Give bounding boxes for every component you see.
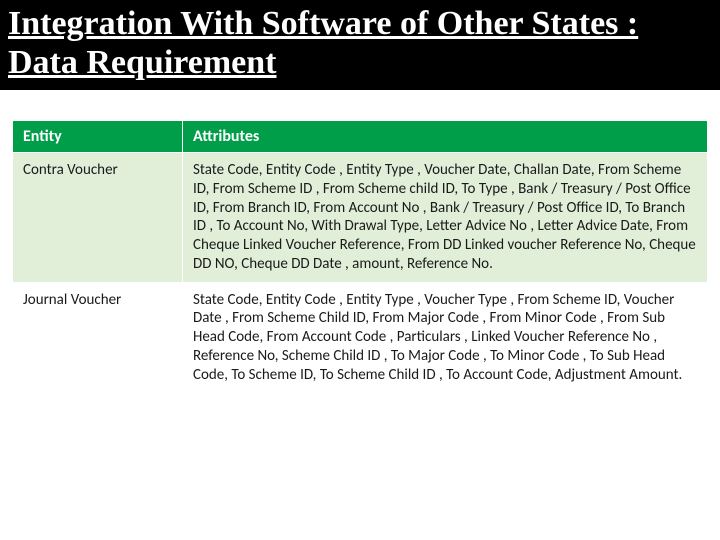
- table-row: Journal Voucher State Code, Entity Code …: [13, 282, 708, 393]
- cell-entity: Contra Voucher: [13, 153, 183, 283]
- column-header-attributes: Attributes: [183, 121, 708, 153]
- table-header-row: Entity Attributes: [13, 121, 708, 153]
- page-title: Integration With Software of Other State…: [8, 4, 712, 82]
- cell-attributes: State Code, Entity Code , Entity Type , …: [183, 153, 708, 283]
- requirements-table: Entity Attributes Contra Voucher State C…: [12, 120, 708, 393]
- cell-attributes: State Code, Entity Code , Entity Type , …: [183, 282, 708, 393]
- cell-entity: Journal Voucher: [13, 282, 183, 393]
- title-block: Integration With Software of Other State…: [0, 0, 720, 90]
- column-header-entity: Entity: [13, 121, 183, 153]
- content-area: Entity Attributes Contra Voucher State C…: [0, 90, 720, 393]
- table-row: Contra Voucher State Code, Entity Code ,…: [13, 153, 708, 283]
